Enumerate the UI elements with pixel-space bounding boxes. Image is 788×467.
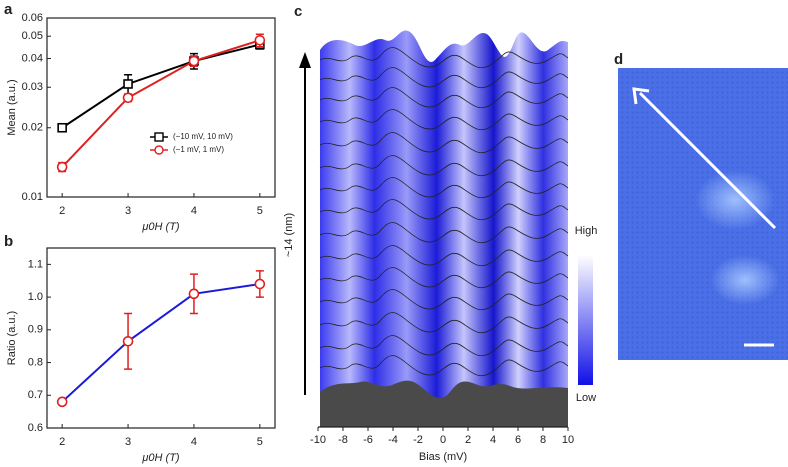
y-axis-label: Ratio (a.u.) [6, 311, 18, 365]
y-tick-label: 0.04 [22, 52, 43, 64]
y-tick-label: 0.05 [22, 30, 43, 42]
plot-frame [46, 17, 276, 198]
marker [123, 79, 133, 89]
marker [188, 288, 200, 300]
stm-image [618, 68, 788, 360]
legend-label: (−1 mV, 1 mV) [173, 145, 224, 154]
x-tick-label: 3 [125, 205, 131, 217]
marker [188, 55, 200, 67]
y-tick-label: 0.06 [22, 12, 43, 24]
x-tick-label: 5 [257, 205, 263, 217]
panel-label: b [4, 233, 13, 250]
series-line [61, 43, 261, 129]
x-tick-label: -6 [363, 434, 373, 446]
y-tick-label: 0.9 [28, 324, 43, 336]
x-tick-label: 5 [257, 436, 263, 448]
x-axis-label: μ0H (T) [141, 452, 180, 464]
x-tick-label: 3 [125, 436, 131, 448]
x-tick-label: 6 [515, 434, 521, 446]
x-tick-label: 2 [465, 434, 471, 446]
colorbar-label: High [575, 225, 598, 237]
y-tick-label: 1.0 [28, 291, 43, 303]
y-axis-label: ~14 (nm) [283, 213, 295, 257]
panel-label: c [294, 3, 302, 20]
legend-label: (−10 mV, 10 mV) [173, 132, 233, 141]
x-tick-label: 2 [59, 436, 65, 448]
y-tick-label: 0.03 [22, 81, 43, 93]
panel-label: d [614, 51, 623, 68]
series-line [61, 39, 261, 168]
marker [57, 122, 67, 133]
y-tick-label: 0.01 [22, 191, 43, 203]
marker [56, 396, 68, 408]
marker [254, 278, 266, 290]
x-axis-label: Bias (mV) [419, 451, 467, 463]
x-axis-label: μ0H (T) [141, 221, 180, 233]
series-line [61, 283, 260, 403]
x-tick-label: -8 [338, 434, 348, 446]
marker [56, 161, 68, 173]
legend-marker [154, 132, 164, 142]
x-tick-label: 0 [440, 434, 446, 446]
y-tick-label: 0.8 [28, 356, 43, 368]
x-tick-label: -10 [310, 434, 326, 446]
x-tick-label: 4 [490, 434, 496, 446]
y-tick-label: 0.7 [28, 389, 43, 401]
marker [254, 34, 266, 46]
y-tick-label: 1.1 [28, 258, 43, 270]
x-tick-label: 2 [59, 205, 65, 217]
panel-label: a [4, 1, 13, 18]
x-tick-label: 10 [562, 434, 574, 446]
y-tick-label: 0.02 [22, 122, 43, 134]
y-axis-label: Mean (a.u.) [6, 79, 18, 135]
legend-marker [154, 145, 164, 155]
plot-frame [46, 247, 276, 429]
x-tick-label: 4 [191, 205, 197, 217]
marker [122, 335, 134, 347]
waterfall-map [299, 30, 593, 427]
x-tick-label: 4 [191, 436, 197, 448]
x-tick-label: -2 [413, 434, 423, 446]
x-tick-label: 8 [540, 434, 546, 446]
x-tick-label: -4 [388, 434, 398, 446]
colorbar-label: Low [576, 392, 596, 404]
y-tick-label: 0.6 [28, 422, 43, 434]
marker [122, 92, 134, 104]
